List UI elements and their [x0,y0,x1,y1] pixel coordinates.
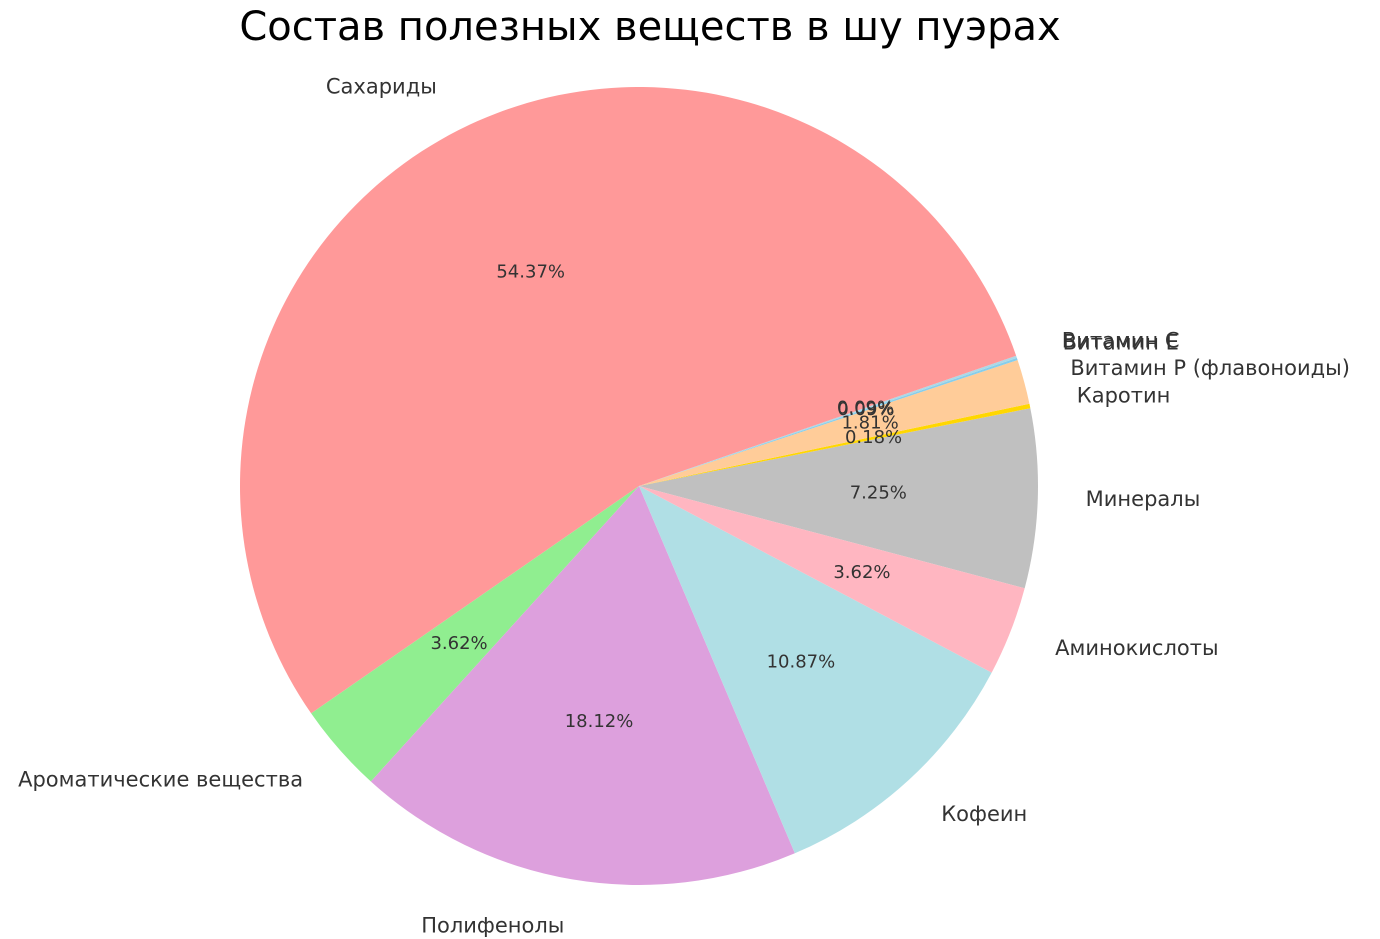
slice-label-4: Витамин С [1062,328,1180,352]
chart-title: Состав полезных веществ в шу пуэрах [239,4,1060,50]
pie-slice-6 [311,486,639,782]
slice-label-7: Полифенолы [421,914,564,938]
slice-label-1: Каротин [1077,383,1171,407]
slice-label-8: Кофеин [941,802,1027,826]
pie-slice-3 [639,357,1018,486]
pct-label-7: 18.12% [565,711,634,732]
pct-label-4: 0.09% [837,397,894,418]
pie-slice-8 [639,486,992,854]
pie-slices [240,87,1038,885]
slice-label-3: Витамин Е [1063,331,1179,355]
pie-slice-4 [639,355,1017,486]
slice-label-6: Ароматические вещества [18,768,303,792]
pct-label-0: 7.25% [850,483,907,504]
pie-slice-2 [639,360,1030,486]
slice-label-2: Витамин Р (флавоноиды) [1070,356,1350,380]
pct-label-2: 1.81% [841,412,898,433]
pie-slice-5 [240,87,1017,714]
pct-label-9: 3.62% [833,562,890,583]
slice-label-5: Сахариды [326,74,437,98]
pct-label-1: 0.18% [845,427,902,448]
pct-label-3: 0.09% [837,399,894,420]
pct-label-5: 54.37% [496,262,565,283]
pct-label-8: 10.87% [767,651,836,672]
pie-slice-7 [370,486,795,885]
pct-label-6: 3.62% [430,633,487,654]
slice-label-9: Аминокислоты [1055,636,1218,660]
pie-slice-9 [639,486,1025,673]
pie-slice-1 [639,403,1031,486]
slice-label-0: Минералы [1086,487,1201,511]
percentage-labels: 7.25%0.18%1.81%0.09%0.09%54.37%3.62%18.1… [430,262,906,733]
pie-slice-0 [639,408,1038,589]
